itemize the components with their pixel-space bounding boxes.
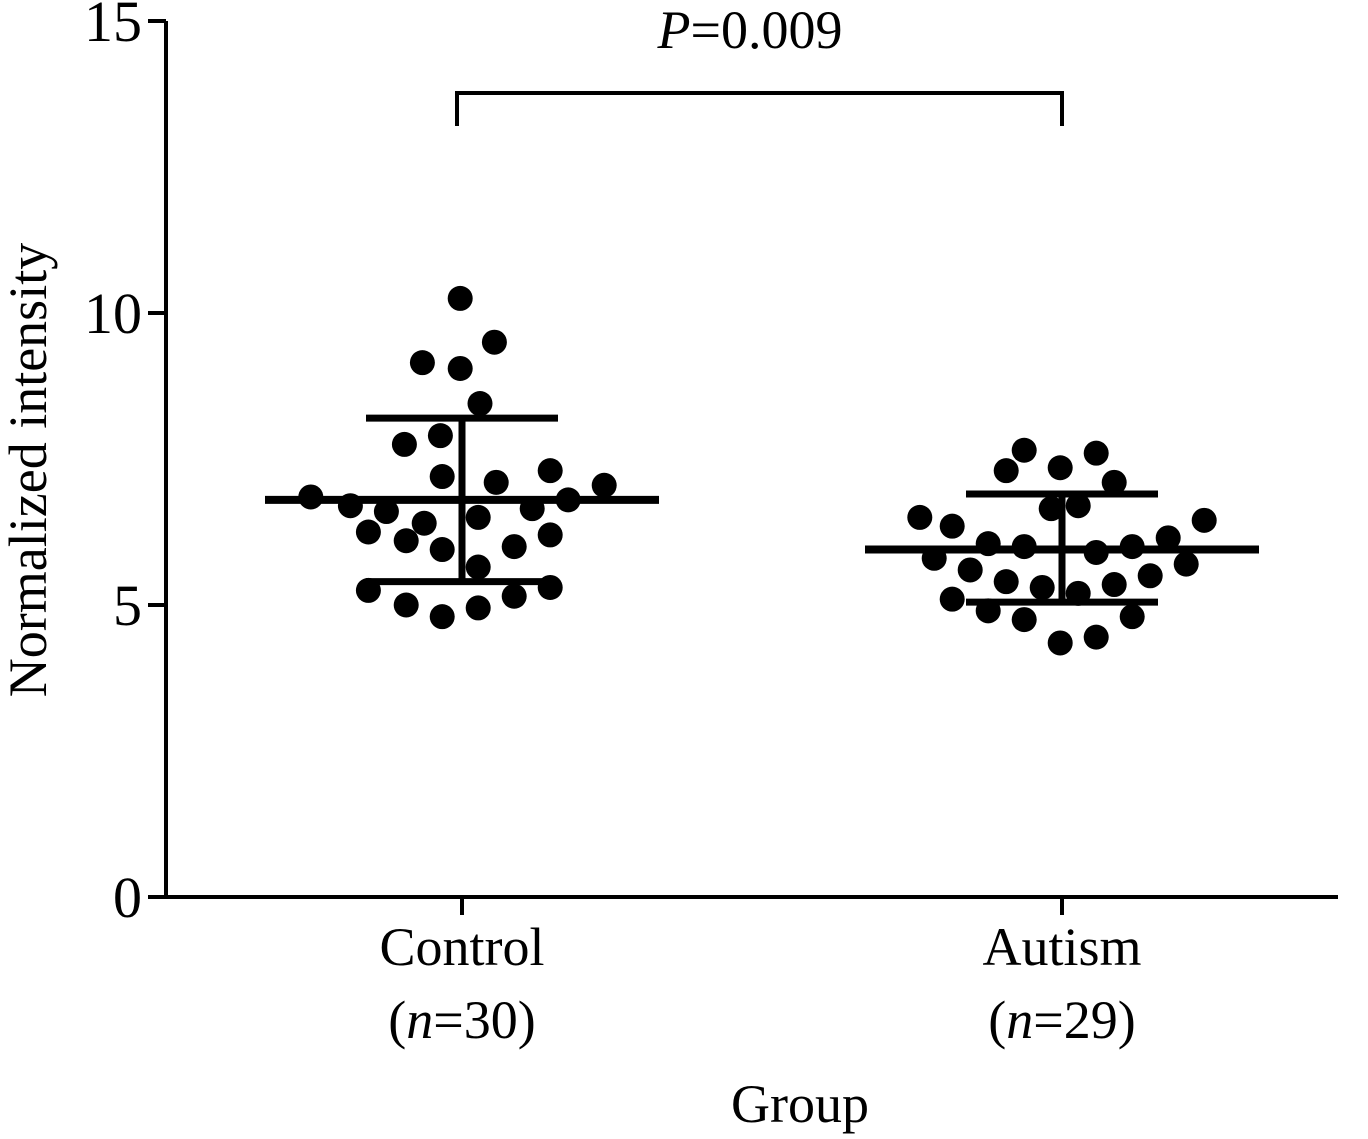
data-point-autism <box>993 569 1019 595</box>
axes: 0 5 10 15 Control (n=30) Autism (n=29) <box>84 0 1338 1050</box>
data-point-autism <box>1191 507 1217 533</box>
data-point-autism <box>1083 440 1109 466</box>
data-point-autism <box>1101 572 1127 598</box>
category-label-control: Control <box>379 917 544 977</box>
x-axis-label: Group <box>731 1074 869 1134</box>
y-axis-label: Normalized intensity <box>0 243 58 697</box>
data-point-control <box>393 528 419 554</box>
data-point-control <box>481 329 507 355</box>
data-point-autism <box>1011 607 1037 633</box>
data-point-control <box>447 285 473 311</box>
data-point-control <box>409 350 435 376</box>
data-point-autism <box>1065 493 1091 519</box>
data-point-control <box>393 592 419 618</box>
data-point-control <box>355 519 381 545</box>
data-point-autism <box>939 513 965 539</box>
data-point-control <box>501 534 527 560</box>
data-point-control <box>591 472 617 498</box>
y-tick-label: 10 <box>84 281 142 346</box>
data-point-autism <box>1047 455 1073 481</box>
data-point-control <box>501 583 527 609</box>
data-point-autism <box>1173 551 1199 577</box>
data-point-control <box>391 431 417 457</box>
data-point-autism <box>1101 469 1127 495</box>
y-tick-label: 5 <box>113 573 142 638</box>
y-tick-label: 15 <box>84 0 142 54</box>
data-point-control <box>429 464 455 490</box>
data-point-control <box>427 423 453 449</box>
data-point-autism <box>1011 437 1037 463</box>
data-point-autism <box>1029 574 1055 600</box>
data-point-control <box>447 355 473 381</box>
p-value-annotation: P=0.009 <box>657 0 843 60</box>
data-point-autism <box>1083 624 1109 650</box>
data-point-autism <box>1119 604 1145 630</box>
chart-marks <box>265 91 1259 656</box>
data-point-control <box>411 510 437 536</box>
data-point-autism <box>1137 563 1163 589</box>
data-point-control <box>429 537 455 563</box>
data-point-control <box>465 595 491 621</box>
data-point-autism <box>957 557 983 583</box>
data-point-autism <box>1155 525 1181 551</box>
data-point-control <box>537 522 563 548</box>
data-point-control <box>465 554 491 580</box>
data-point-autism <box>993 458 1019 484</box>
data-point-control <box>467 391 493 417</box>
category-label-autism: Autism <box>982 917 1141 977</box>
y-tick-label: 0 <box>113 865 142 930</box>
data-point-control <box>373 499 399 525</box>
data-point-autism <box>907 504 933 530</box>
p-value-number: =0.009 <box>691 0 843 60</box>
data-point-autism <box>939 586 965 612</box>
data-point-autism <box>1038 496 1064 522</box>
significance-bracket <box>455 91 1064 126</box>
data-point-control <box>483 469 509 495</box>
data-point-control <box>429 604 455 630</box>
category-n-label: (n=30) <box>388 990 535 1050</box>
data-point-control <box>465 504 491 530</box>
data-point-autism <box>1047 630 1073 656</box>
p-value-variable: P <box>657 0 691 60</box>
category-n-label: (n=29) <box>988 990 1135 1050</box>
data-point-control <box>537 458 563 484</box>
